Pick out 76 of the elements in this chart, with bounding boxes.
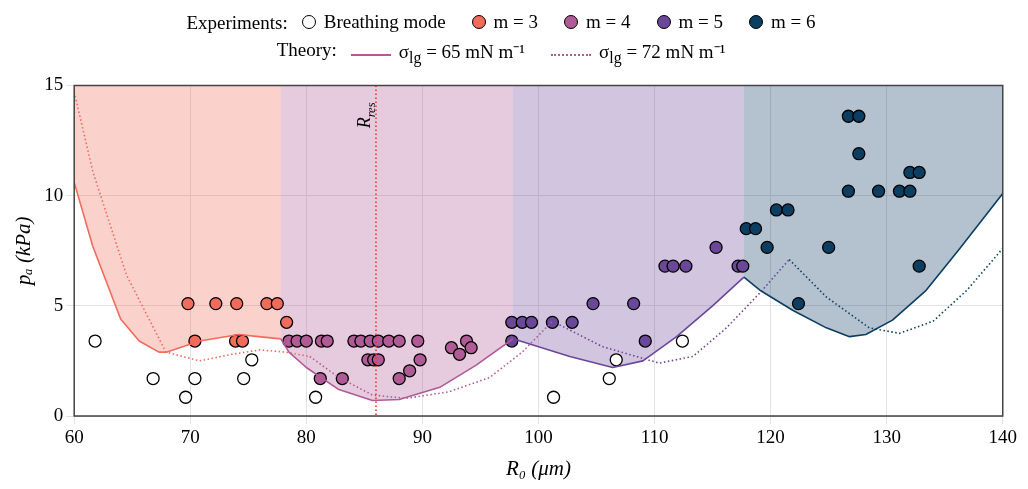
point [181, 296, 195, 311]
point [320, 334, 334, 348]
point [413, 353, 427, 367]
point [382, 334, 396, 348]
point [335, 371, 349, 386]
point [760, 240, 774, 254]
point [209, 296, 223, 311]
point [666, 259, 680, 273]
point [279, 315, 294, 329]
point [546, 390, 561, 404]
point [638, 334, 652, 348]
legend-title: Experiments: [186, 11, 288, 33]
point [679, 259, 693, 273]
point [871, 184, 886, 198]
legend-label: σ$_{lg}$ = 72 mN m⁻¹ [599, 40, 726, 69]
x-tick-label: 80 [296, 426, 316, 448]
point [781, 203, 795, 217]
point [230, 296, 244, 311]
point [402, 364, 417, 378]
point [736, 259, 750, 273]
x-tick-label: 60 [64, 426, 84, 448]
point [188, 371, 202, 386]
point [299, 334, 313, 348]
point [505, 315, 519, 329]
point [675, 334, 690, 348]
point [392, 371, 406, 386]
legend-label: m = 5 [678, 10, 724, 34]
point [270, 296, 284, 311]
y-tick-label: 15 [44, 73, 64, 95]
y-tick-label: 5 [53, 293, 64, 315]
point [260, 296, 274, 311]
point [308, 390, 323, 404]
point [852, 109, 866, 123]
legend-label: Breathing mode [323, 10, 446, 34]
point [822, 240, 836, 254]
point [524, 315, 539, 329]
point [565, 315, 579, 329]
legend-label: m = 6 [771, 10, 816, 34]
point [245, 353, 259, 367]
point [627, 296, 641, 311]
y-tick-label: 10 [44, 183, 64, 205]
point [852, 146, 866, 161]
point [912, 259, 926, 273]
legend-label: σ$_{lg}$ = 65 mN m⁻¹ [398, 40, 526, 69]
point [178, 390, 193, 404]
point [602, 371, 616, 386]
point [411, 334, 425, 348]
point [371, 353, 385, 367]
y-tick-label: 0 [53, 403, 64, 425]
point [452, 347, 467, 361]
y-axis-title: pₐ (kPa) [11, 216, 36, 287]
x-tick-label: 130 [872, 426, 901, 448]
point [586, 296, 600, 311]
point [841, 184, 856, 198]
point [609, 353, 623, 367]
point [748, 221, 763, 236]
point [903, 184, 917, 198]
x-tick-label: 120 [756, 426, 785, 448]
x-tick-label: 110 [640, 426, 669, 448]
point [709, 240, 723, 254]
point [464, 340, 478, 355]
legend-label: m = 3 [493, 10, 539, 34]
point [769, 203, 784, 217]
x-axis-title: R₀ (μm) [504, 455, 572, 480]
x-tick-label: 100 [524, 426, 553, 448]
point [791, 296, 806, 311]
x-tick-label: 90 [412, 426, 432, 448]
point [912, 165, 926, 180]
point [545, 315, 560, 329]
ref-line-label: Rres [353, 102, 379, 130]
point [392, 334, 406, 348]
x-tick-label: 140 [988, 426, 1017, 448]
legend-label: m = 4 [586, 10, 631, 34]
text: Theory: [276, 38, 337, 60]
x-tick-label: 70 [180, 426, 200, 448]
point [235, 334, 250, 348]
